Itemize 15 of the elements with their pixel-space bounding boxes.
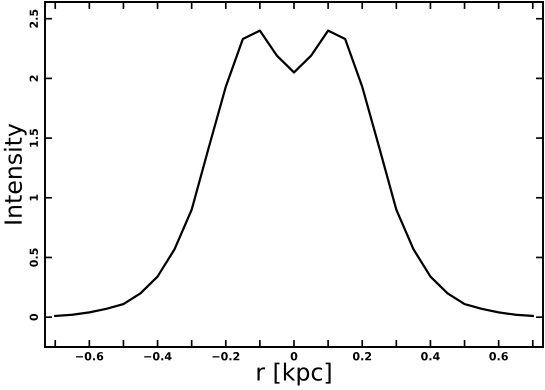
x-tick-label: 0.6 [489,352,508,360]
y-axis-title: Intensity [4,124,27,224]
y-tick-label: 2.5 [30,10,38,28]
y-tick-label: 1.5 [30,129,38,147]
x-tick-label: 0.2 [352,352,372,360]
y-tick-label: 2 [30,76,38,82]
y-tick-label: 0.5 [30,248,38,267]
x-axis-title: r [kpc] [258,362,331,386]
y-tick-label: 1 [30,194,38,200]
x-tick-label: 0 [290,352,298,360]
x-tick-label: −0.6 [76,352,104,360]
y-tick-label: 0 [30,314,38,320]
x-tick-label: 0.4 [421,352,440,360]
x-tick-label: −0.2 [212,352,240,360]
x-tick-label: −0.4 [144,352,172,360]
